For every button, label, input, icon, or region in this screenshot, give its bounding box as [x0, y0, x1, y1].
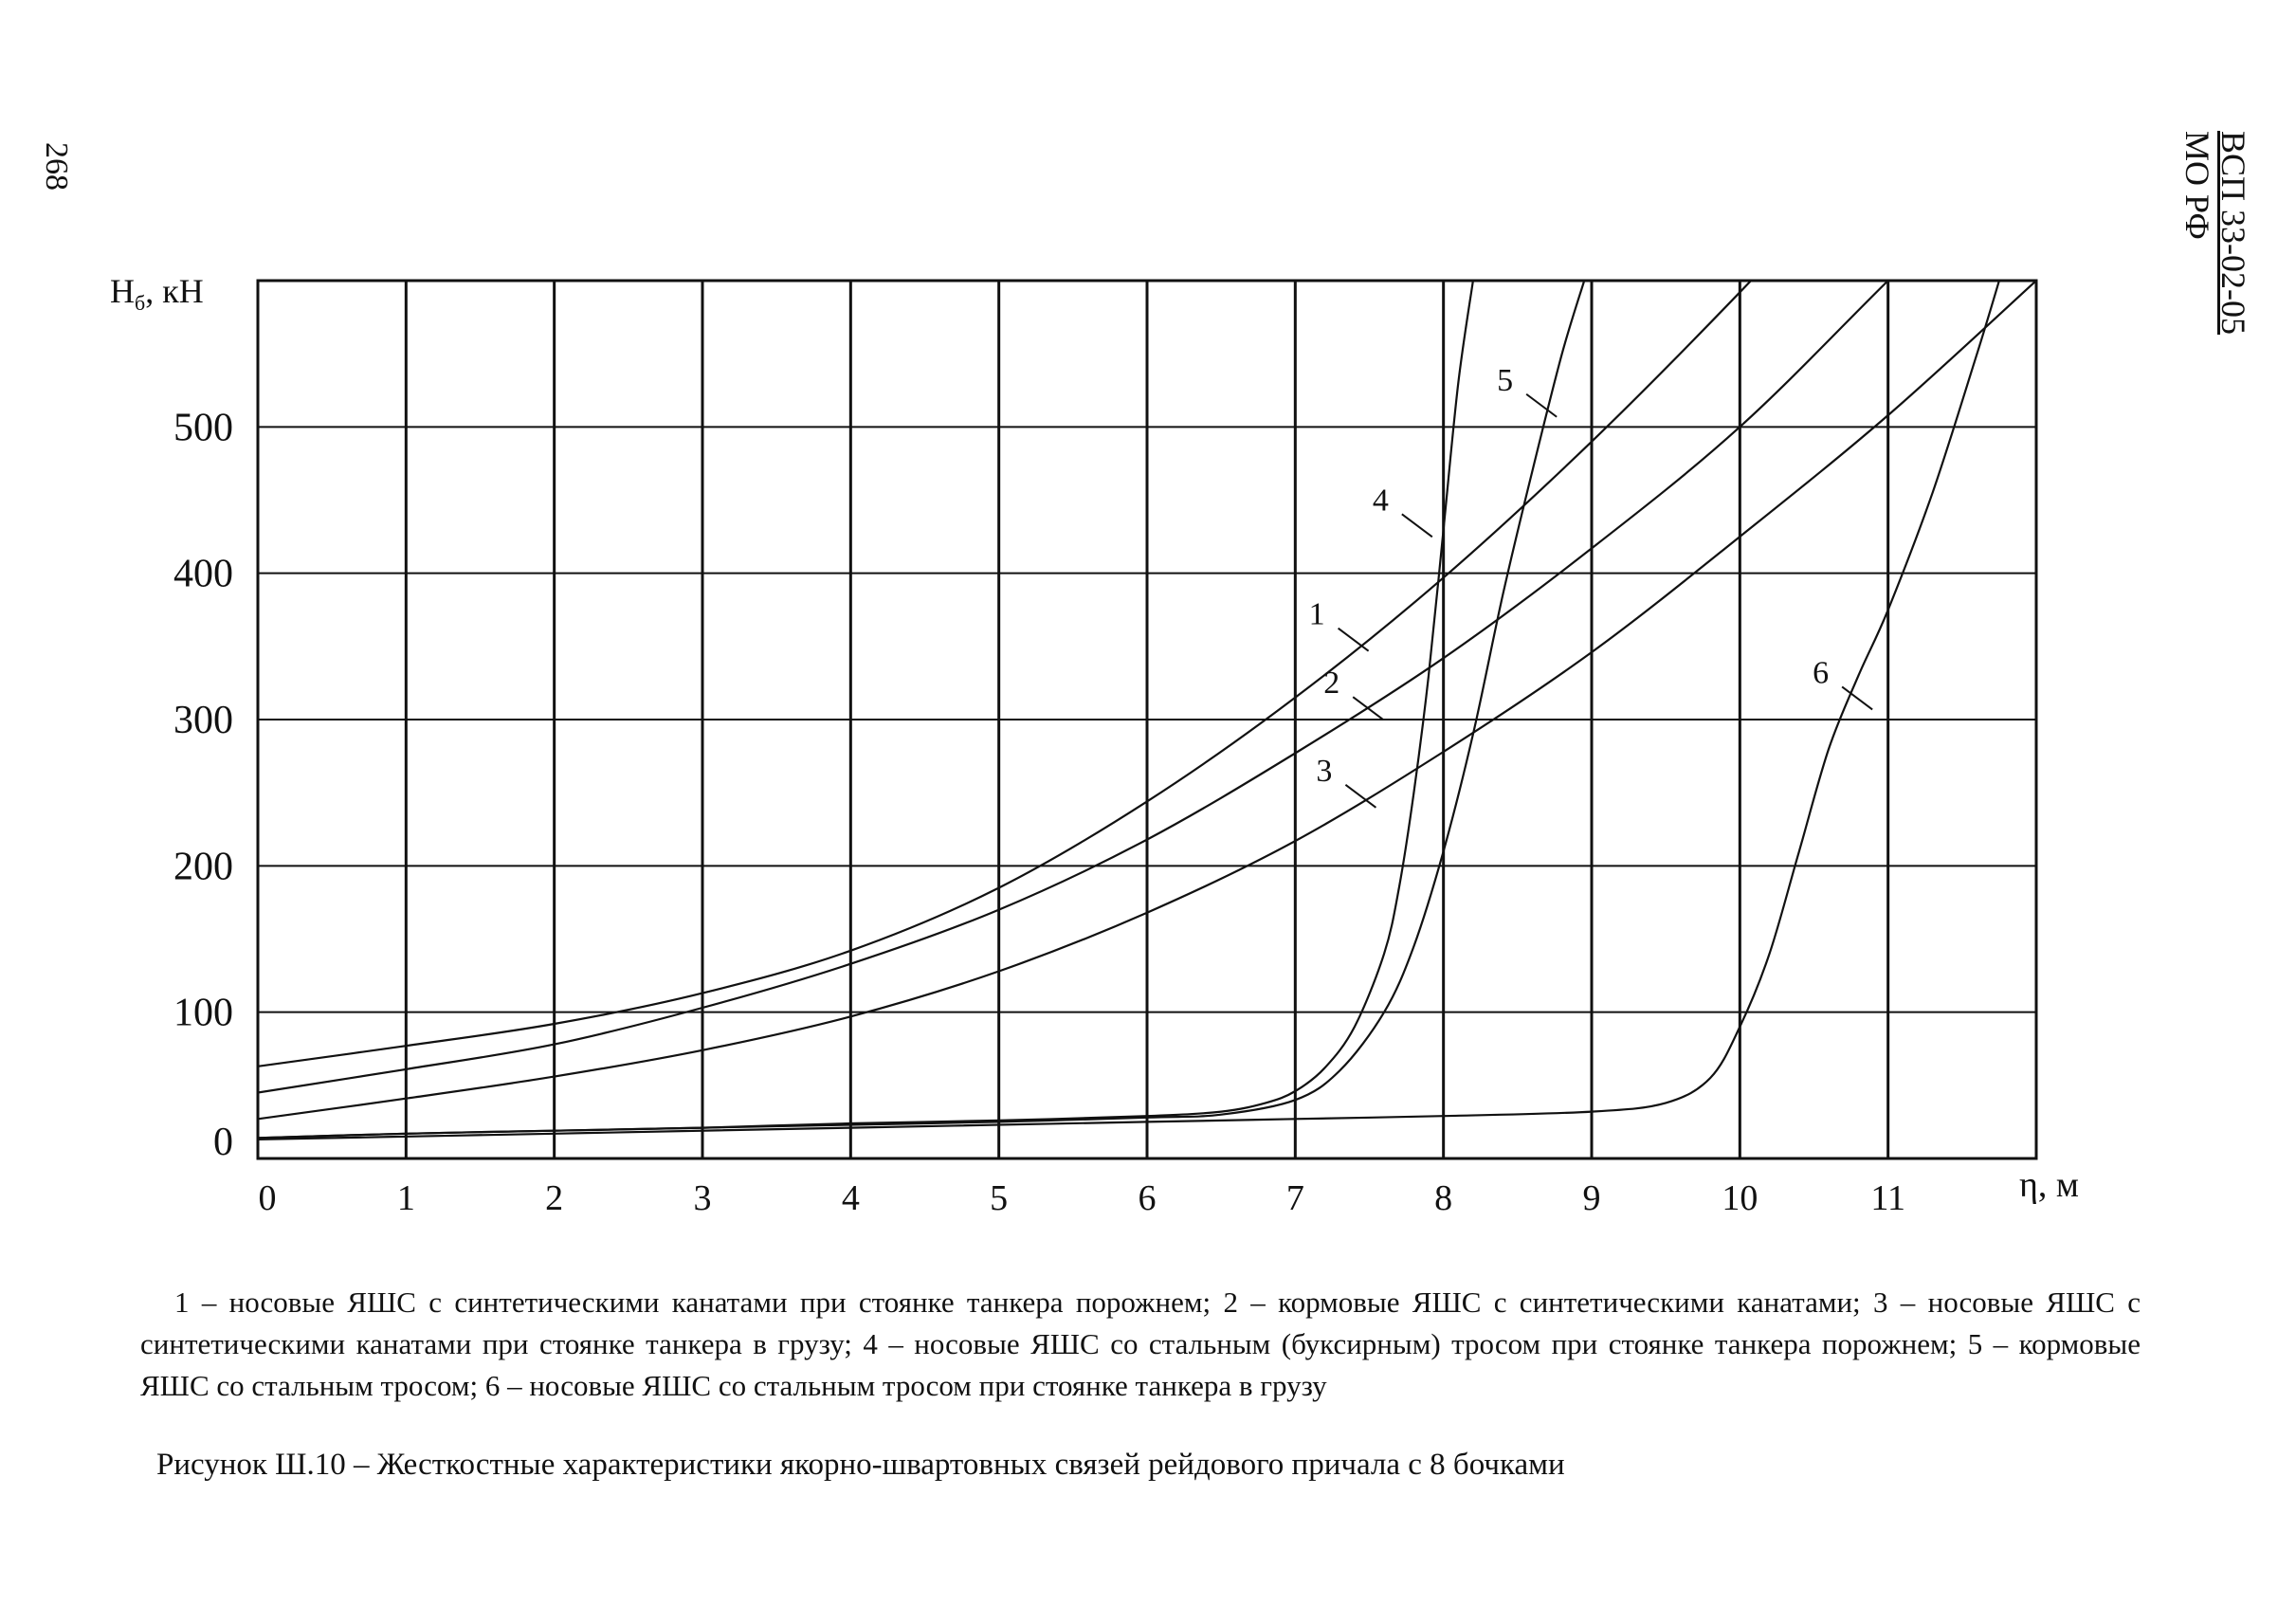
- y-tick-label: 300: [173, 699, 233, 742]
- series-label-6: 6: [1813, 655, 1829, 690]
- plot-frame: [256, 279, 2038, 1160]
- series-leader-4: [1401, 513, 1433, 538]
- x-tick-label: 0: [259, 1178, 277, 1218]
- series-label-1: 1: [1309, 597, 1325, 632]
- y-tick-label: 0: [213, 1121, 233, 1164]
- x-tick-label: 3: [694, 1178, 712, 1218]
- series-label-2: 2: [1323, 666, 1339, 701]
- series-line-5: [258, 281, 1586, 1140]
- legend-text: 1 – носовые ЯШС с синтетическими канатам…: [140, 1286, 2141, 1402]
- series-leader-2: [1352, 696, 1384, 721]
- x-tick-label: 2: [545, 1178, 563, 1218]
- y-axis-label: Hб, кН: [110, 271, 204, 316]
- y-axis-label-sub: б: [135, 291, 146, 316]
- x-axis-label: η, м: [2019, 1164, 2079, 1206]
- series-line-3: [258, 281, 2036, 1121]
- series-line-1: [258, 281, 1753, 1067]
- y-tick-label: 100: [173, 992, 233, 1035]
- series-label-5: 5: [1497, 363, 1513, 398]
- y-tick-label: 200: [173, 845, 233, 888]
- y-axis-label-main: H: [110, 272, 135, 310]
- x-tick-label: 9: [1583, 1178, 1601, 1218]
- series-leader-3: [1344, 784, 1377, 809]
- series-line-2: [258, 281, 1890, 1094]
- series-label-3: 3: [1316, 754, 1332, 789]
- x-tick-label: 4: [842, 1178, 860, 1218]
- series-label-4: 4: [1373, 483, 1389, 518]
- series-leader-6: [1841, 685, 1873, 711]
- x-tick-label: 7: [1286, 1178, 1304, 1218]
- x-tick-label: 11: [1870, 1178, 1905, 1218]
- figure-caption: Рисунок Ш.10 – Жесткостные характеристик…: [156, 1448, 1565, 1482]
- y-tick-label: 500: [173, 406, 233, 449]
- series-line-6: [258, 281, 2000, 1140]
- x-tick-label: 6: [1139, 1178, 1157, 1218]
- series-line-4: [258, 281, 1474, 1140]
- x-tick-label: 1: [397, 1178, 415, 1218]
- y-tick-label: 400: [173, 553, 233, 596]
- x-axis-label-symbol: η: [2019, 1165, 2038, 1205]
- x-tick-label: 8: [1434, 1178, 1452, 1218]
- x-tick-label: 5: [990, 1178, 1008, 1218]
- x-axis-label-unit: , м: [2037, 1165, 2079, 1205]
- y-axis-label-unit: , кН: [145, 272, 204, 310]
- series-leader-5: [1525, 392, 1558, 418]
- x-tick-label: 10: [1722, 1178, 1758, 1218]
- series-leader-1: [1337, 627, 1370, 652]
